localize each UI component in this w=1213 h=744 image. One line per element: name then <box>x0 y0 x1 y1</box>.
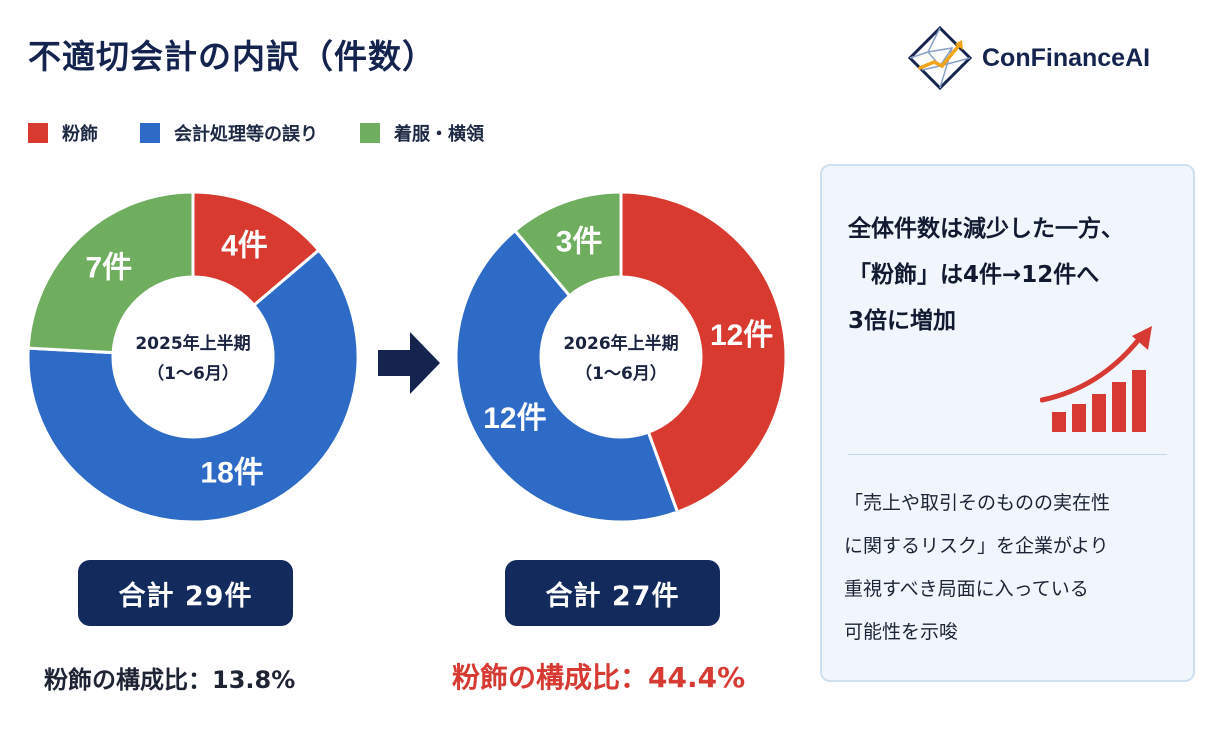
total-badge-2025: 合計 29件 <box>78 560 293 626</box>
legend-swatch-green <box>360 123 380 143</box>
slice-label: 12件 <box>710 319 773 352</box>
donut-center-label: （1〜6月） <box>147 363 239 384</box>
legend-item: 会計処理等の誤り <box>140 120 318 146</box>
headline-line: 全体件数は減少した一方、 <box>848 216 1124 242</box>
donut-hole <box>113 277 273 437</box>
brand-logo: ConFinanceAI <box>908 26 1150 90</box>
legend-item: 粉飾 <box>28 120 98 146</box>
slice-label: 12件 <box>483 402 546 435</box>
legend-item: 着服・横領 <box>360 120 484 146</box>
legend-label: 粉飾 <box>62 124 98 145</box>
body-line: 可能性を示唆 <box>844 621 959 643</box>
insight-body: 「売上や取引そのものの実在性 に関するリスク」を企業がより 重視すべき局面に入っ… <box>844 482 1184 654</box>
legend-swatch-red <box>28 123 48 143</box>
body-line: 「売上や取引そのものの実在性 <box>844 492 1111 514</box>
slice-label: 7件 <box>85 252 132 285</box>
donut-center-label: 2025年上半期 <box>135 333 250 354</box>
ratio-2026: 粉飾の構成比：44.4% <box>452 661 746 694</box>
slice-label: 18件 <box>200 457 263 490</box>
legend-swatch-blue <box>140 123 160 143</box>
donut-hole <box>541 277 701 437</box>
donut-center-label: 2026年上半期 <box>563 333 678 354</box>
legend-label: 会計処理等の誤り <box>174 124 318 145</box>
network-globe-icon <box>908 26 972 90</box>
donut-charts: 4件 18件 7件 2025年上半期 （1〜6月） 12件 12件 3件 2026年上半期 （1〜… <box>26 190 788 524</box>
panel-divider <box>848 454 1167 455</box>
body-line: に関するリスク」を企業がより <box>844 535 1109 557</box>
headline-line: 3倍に増加 <box>848 308 957 334</box>
brand-name: ConFinanceAI <box>982 43 1151 72</box>
ratio-2025: 粉飾の構成比：13.8% <box>44 666 296 694</box>
legend: 粉飾 会計処理等の誤り 着服・横領 <box>28 120 526 146</box>
slice-label: 3件 <box>556 225 603 258</box>
arrow-right-icon <box>378 332 440 394</box>
slice-label: 4件 <box>221 229 268 262</box>
body-line: 重視すべき局面に入っている <box>844 578 1089 600</box>
growth-chart-icon <box>1040 326 1152 432</box>
headline-line: 「粉飾」は4件→12件へ <box>848 262 1100 288</box>
total-badge-2026: 合計 27件 <box>505 560 720 626</box>
page-title: 不適切会計の内訳（件数） <box>28 37 436 76</box>
insight-panel: 全体件数は減少した一方、 「粉飾」は4件→12件へ 3倍に増加 「売上や取引その… <box>820 164 1195 682</box>
legend-label: 着服・横領 <box>394 124 484 145</box>
insight-headline: 全体件数は減少した一方、 「粉飾」は4件→12件へ 3倍に増加 <box>848 206 1124 344</box>
donut-center-label: （1〜6月） <box>575 363 667 384</box>
